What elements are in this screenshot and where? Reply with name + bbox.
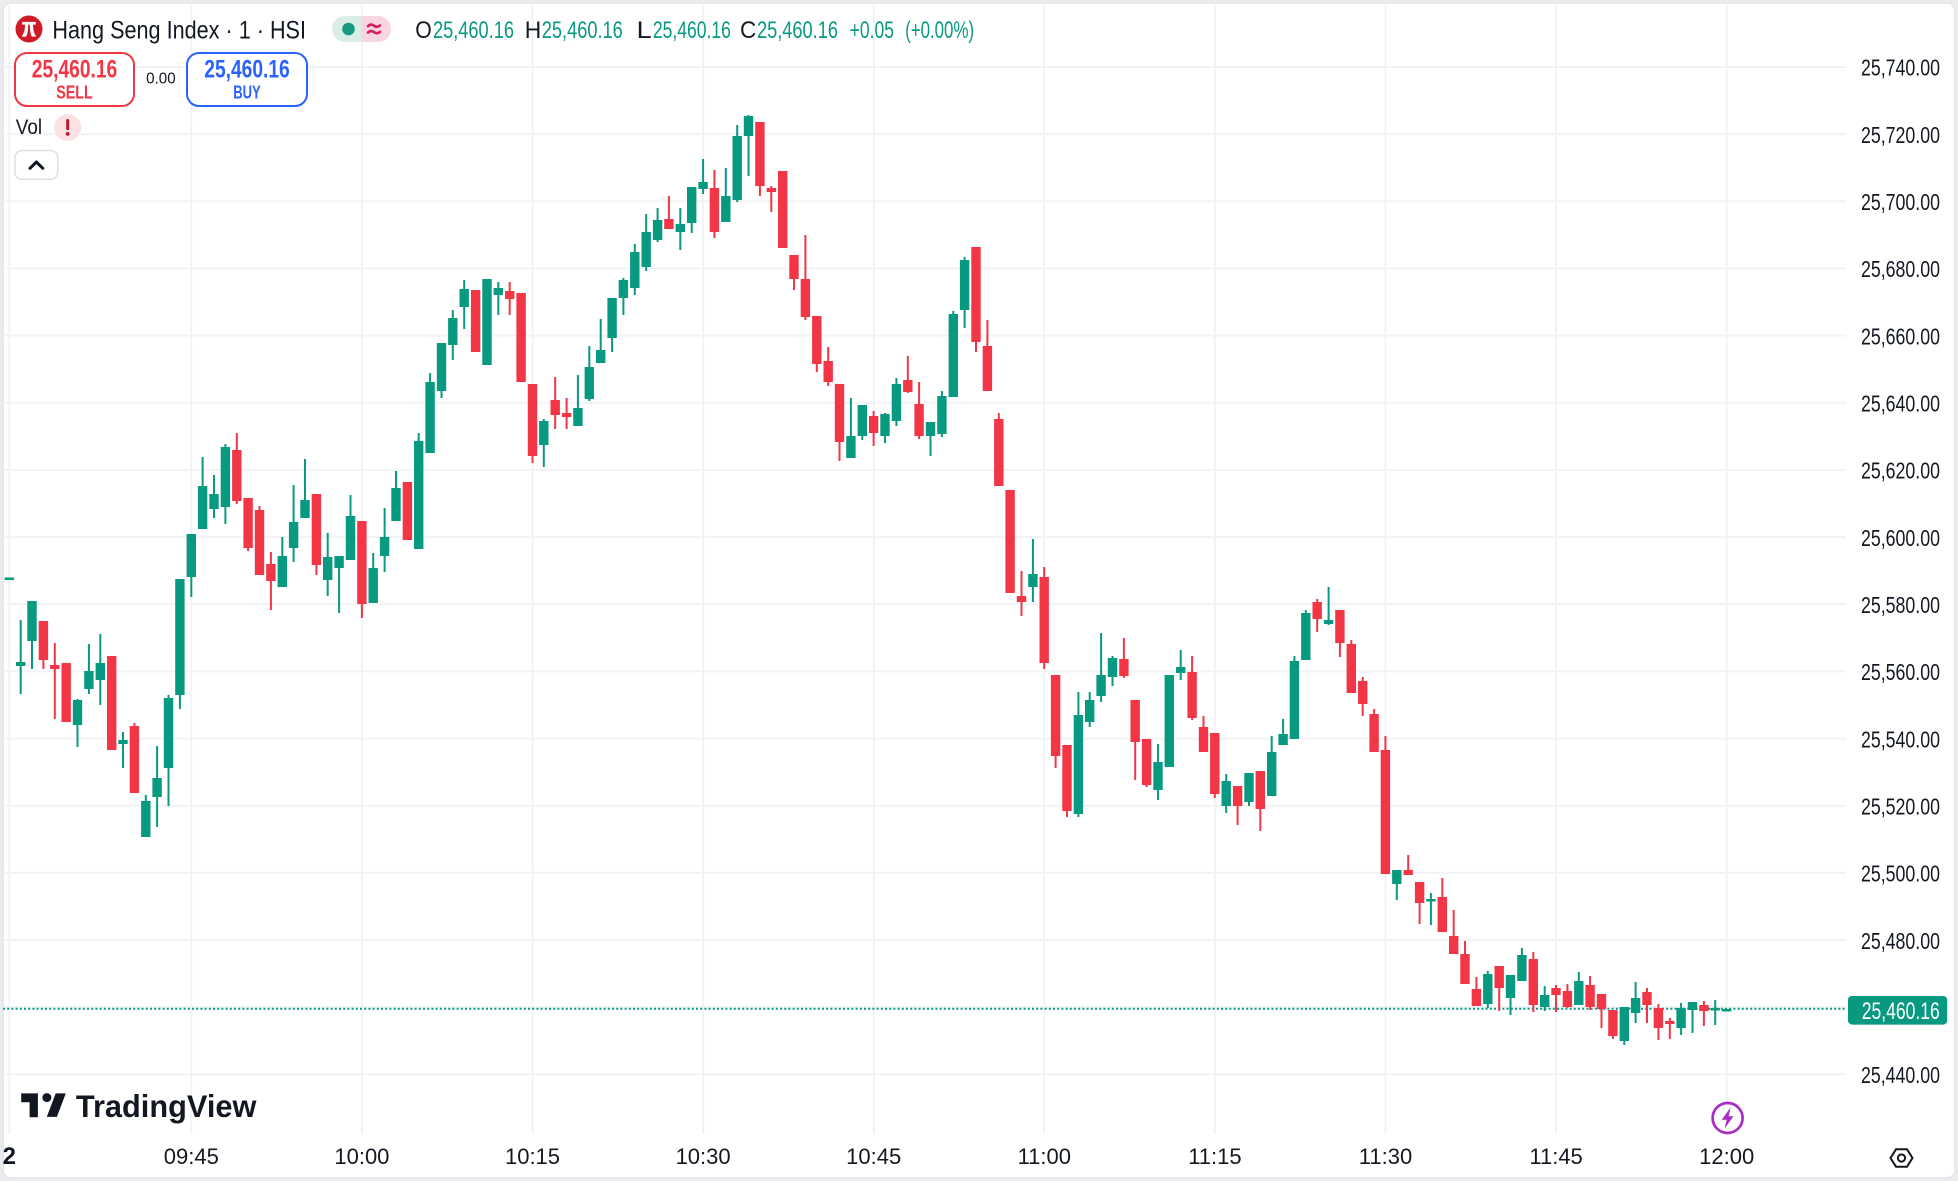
svg-text:25,440.00: 25,440.00 bbox=[1861, 1062, 1940, 1088]
svg-text:H: H bbox=[525, 17, 542, 44]
svg-text:25,620.00: 25,620.00 bbox=[1861, 458, 1940, 484]
svg-text:25,460.16: 25,460.16 bbox=[542, 17, 623, 44]
svg-text:25,460.16: 25,460.16 bbox=[32, 56, 118, 84]
svg-text:25,460.16: 25,460.16 bbox=[204, 56, 290, 84]
svg-text:12:00: 12:00 bbox=[1699, 1144, 1754, 1169]
svg-text:SELL: SELL bbox=[56, 82, 92, 102]
svg-text:C: C bbox=[740, 17, 756, 44]
svg-text:2: 2 bbox=[3, 1143, 16, 1170]
svg-text:25,600.00: 25,600.00 bbox=[1861, 525, 1940, 551]
svg-text:25,680.00: 25,680.00 bbox=[1861, 256, 1940, 282]
svg-text:10:15: 10:15 bbox=[505, 1144, 560, 1169]
svg-text:Hang Seng Index · 1 · HSI: Hang Seng Index · 1 · HSI bbox=[52, 16, 306, 44]
svg-text:25,460.16: 25,460.16 bbox=[757, 17, 838, 44]
svg-text:09:45: 09:45 bbox=[164, 1144, 219, 1169]
svg-text:BUY: BUY bbox=[233, 82, 261, 102]
svg-text:25,460.16: 25,460.16 bbox=[433, 17, 514, 44]
svg-text:25,480.00: 25,480.00 bbox=[1861, 928, 1940, 954]
svg-text:25,720.00: 25,720.00 bbox=[1861, 122, 1940, 148]
svg-text:25,740.00: 25,740.00 bbox=[1861, 55, 1940, 81]
svg-text:11:00: 11:00 bbox=[1018, 1144, 1071, 1169]
svg-text:25,500.00: 25,500.00 bbox=[1861, 861, 1940, 887]
svg-text:(+0.00%): (+0.00%) bbox=[905, 17, 974, 44]
svg-text:25,520.00: 25,520.00 bbox=[1861, 794, 1940, 820]
svg-text:11:45: 11:45 bbox=[1529, 1144, 1582, 1169]
svg-text:25,460.16: 25,460.16 bbox=[653, 17, 731, 44]
svg-text:25,460.16: 25,460.16 bbox=[1862, 998, 1940, 1025]
svg-text:11:30: 11:30 bbox=[1359, 1144, 1412, 1169]
svg-text:25,660.00: 25,660.00 bbox=[1861, 323, 1940, 349]
svg-text:10:30: 10:30 bbox=[676, 1144, 731, 1169]
svg-text:O: O bbox=[415, 17, 432, 44]
svg-text:25,580.00: 25,580.00 bbox=[1861, 592, 1940, 618]
svg-text:10:45: 10:45 bbox=[846, 1144, 901, 1169]
svg-text:L: L bbox=[637, 17, 652, 44]
svg-text:0.00: 0.00 bbox=[146, 70, 176, 87]
svg-text:+0.05: +0.05 bbox=[850, 17, 894, 44]
svg-text:25,640.00: 25,640.00 bbox=[1861, 391, 1940, 417]
svg-text:10:00: 10:00 bbox=[334, 1144, 389, 1169]
svg-text:25,560.00: 25,560.00 bbox=[1861, 659, 1940, 685]
svg-text:25,540.00: 25,540.00 bbox=[1861, 726, 1940, 752]
svg-text:TradingView: TradingView bbox=[76, 1088, 257, 1124]
svg-text:25,700.00: 25,700.00 bbox=[1861, 189, 1940, 215]
svg-text:11:15: 11:15 bbox=[1188, 1144, 1241, 1169]
svg-text:Vol: Vol bbox=[16, 116, 42, 139]
